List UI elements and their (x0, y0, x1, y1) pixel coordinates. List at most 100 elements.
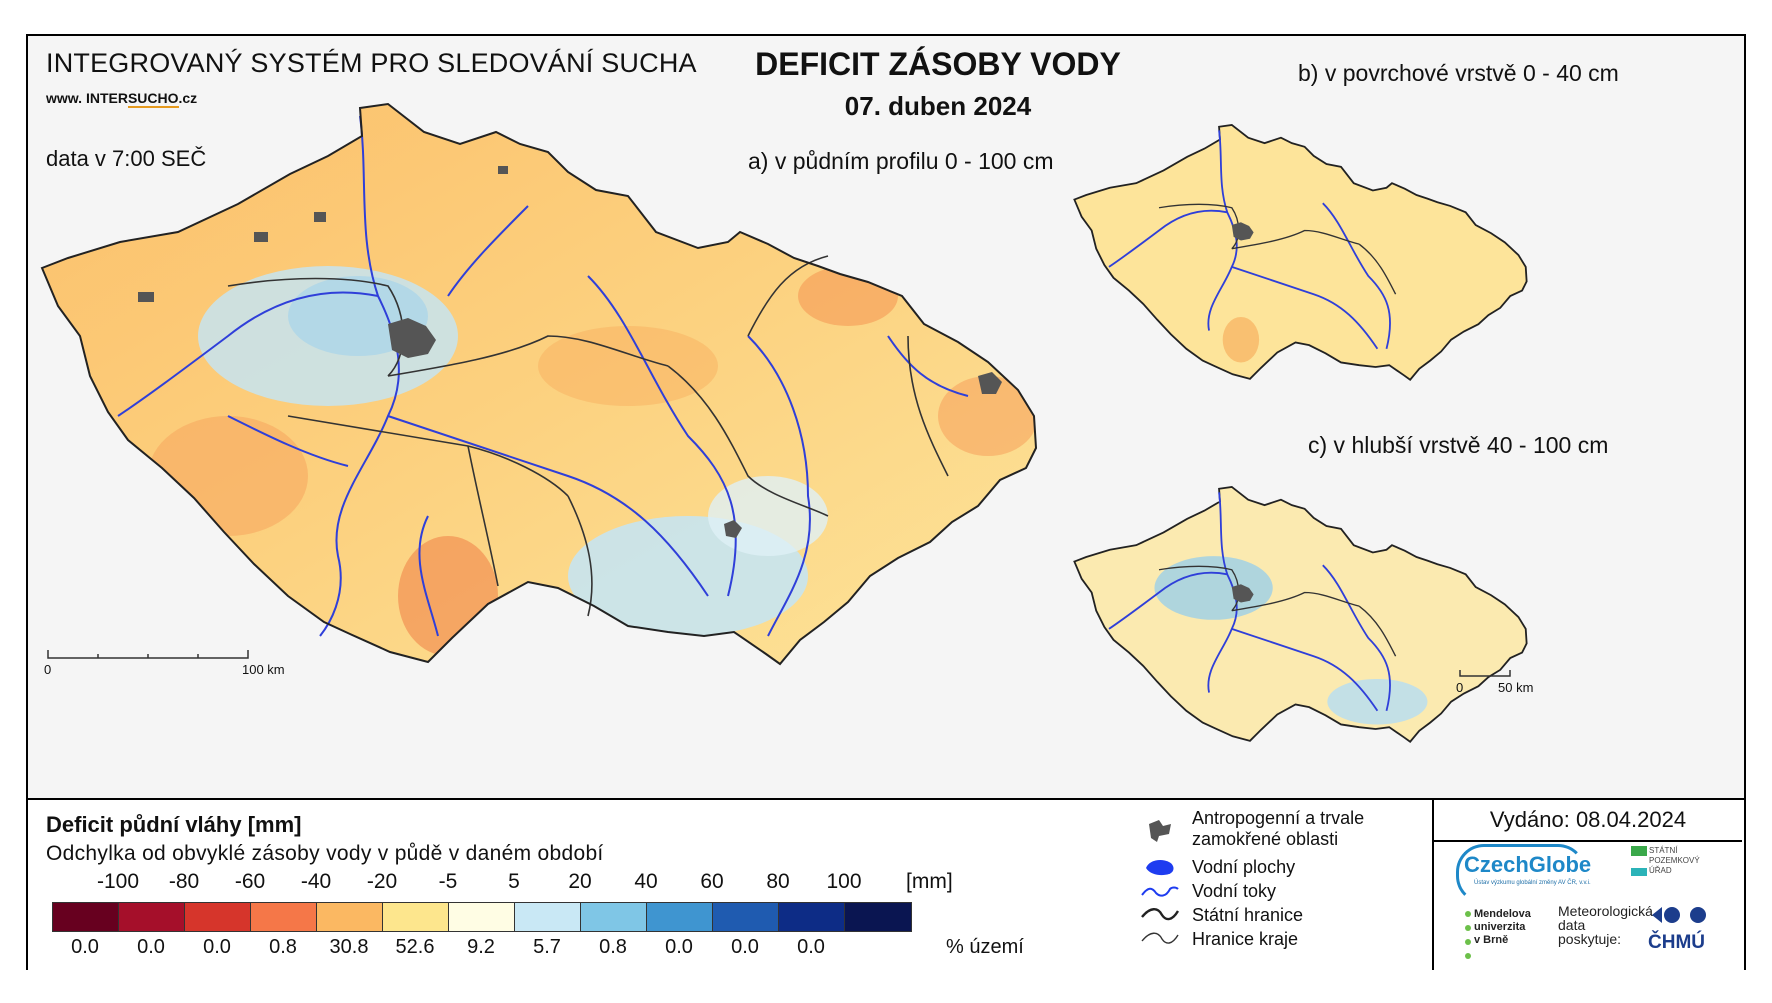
map-c (1073, 485, 1528, 743)
symbol-state-border: Státní hranice (1140, 902, 1303, 928)
mendel-line1: Mendelova (1474, 908, 1531, 920)
legend-percent: 0.0 (71, 936, 99, 958)
legend-percent: 0.8 (599, 936, 627, 958)
symbol-water-courses-label: Vodní toky (1192, 880, 1277, 901)
legend-tick: -80 (168, 870, 200, 893)
system-title: INTEGROVANÝ SYSTÉM PRO SLEDOVÁNÍ SUCHA (46, 48, 697, 78)
legend-percent: 0.0 (203, 936, 231, 958)
page-title: DEFICIT ZÁSOBY VODY (755, 46, 1121, 82)
map-a-rivers (117, 115, 969, 637)
mendel-line2: univerzita (1474, 921, 1526, 933)
website-prefix: www. (46, 90, 86, 106)
spu-logo-text: STÁTNÍ POZEMKOVÝ ÚŘAD (1649, 846, 1719, 876)
symbol-water-bodies: Vodní plochy (1140, 854, 1295, 880)
color-bar-swatch (185, 903, 251, 931)
scale-a-start: 0 (44, 662, 51, 677)
spu-line1: STÁTNÍ (1649, 846, 1678, 855)
symbol-region-border: Hranice kraje (1140, 926, 1298, 952)
color-bar-swatch (317, 903, 383, 931)
map-b-label: b) v povrchové vrstvě 0 - 40 cm (1298, 60, 1619, 86)
legend-tick: -20 (366, 870, 398, 893)
color-bar-swatch (53, 903, 119, 931)
map-area: INTEGROVANÝ SYSTÉM PRO SLEDOVÁNÍ SUCHA w… (28, 36, 1744, 796)
legend-percent: 52.6 (395, 936, 435, 958)
mendel-logo-icon (1465, 911, 1471, 959)
legend-tick: 60 (700, 870, 724, 893)
color-bar-swatch (779, 903, 845, 931)
color-bar-swatch (845, 903, 911, 931)
legend-subtitle: Odchylka od obvyklé zásoby vody v půdě v… (46, 842, 604, 865)
anthropogenic-area-icon (1140, 816, 1180, 842)
website-suffix: .cz (178, 90, 198, 106)
legend-percent: 0.0 (731, 936, 759, 958)
mendel-logo-text: Mendelova univerzita v Brně (1474, 908, 1531, 947)
czechglobe-logo-ring (1456, 844, 1586, 904)
symbol-region-border-label: Hranice kraje (1192, 928, 1299, 949)
color-bar-swatch (515, 903, 581, 931)
legend-tick: 5 (508, 870, 520, 893)
scale-c-start: 0 (1456, 680, 1463, 695)
legend-tick: -40 (300, 870, 332, 893)
chmu-logo: ČHMÚ (1648, 932, 1705, 953)
legend-percent: 0.8 (269, 936, 297, 958)
legend-percent: 0.0 (665, 936, 693, 958)
river-icon (1140, 878, 1180, 904)
map-a-anthropogenic (138, 166, 1002, 538)
symbol-water-bodies-label: Vodní plochy (1192, 856, 1296, 877)
mendel-line3: v Brně (1474, 934, 1509, 946)
website-sucho: SUCHO (127, 90, 179, 108)
chmu-logo-icon (1652, 907, 1706, 923)
map-a-svg: 0 100 km 0 50 km (40, 102, 1533, 743)
legend-tick: -100 (96, 870, 140, 893)
scale-c-end: 50 km (1498, 680, 1533, 695)
color-bar-swatch (251, 903, 317, 931)
website-link[interactable]: www. INTERSUCHO.cz (46, 90, 198, 108)
czechglobe-subtitle: Ústav výzkumu globální změny AV ČR, v.v.… (1474, 880, 1591, 886)
legend-tick: -60 (234, 870, 266, 893)
map-b (1073, 123, 1528, 381)
meteo-line2: data (1558, 917, 1586, 933)
map-frame: INTEGROVANÝ SYSTÉM PRO SLEDOVÁNÍ SUCHA w… (26, 34, 1746, 970)
czechglobe-logo: CzechGlobe (1464, 852, 1592, 877)
color-bar-swatch (449, 903, 515, 931)
legend-title: Deficit půdní vláhy [mm] (46, 812, 302, 837)
symbol-state-border-label: Státní hranice (1192, 904, 1304, 925)
scale-bar-c (1459, 670, 1511, 677)
color-bar-swatch (383, 903, 449, 931)
state-border-icon (1140, 902, 1180, 928)
region-border-icon (1140, 926, 1180, 952)
legend-unit-mm: [mm] (906, 870, 953, 893)
meteo-line1: Meteorologická (1558, 903, 1653, 919)
legend-percent: 0.0 (137, 936, 165, 958)
scale-bar-a (47, 650, 249, 659)
color-bar-swatch (119, 903, 185, 931)
symbol-anthropogenic-line1: Antropogenní a trvale (1192, 808, 1365, 828)
symbol-anthropogenic: Antropogenní a trvale zamokřené oblasti (1140, 808, 1364, 850)
water-body-icon (1140, 854, 1180, 880)
map-a-fill (42, 104, 1036, 664)
website-inter: INTER (85, 90, 128, 106)
color-bar-swatch (647, 903, 713, 931)
map-a-label: a) v půdním profilu 0 - 100 cm (748, 148, 1054, 174)
legend-percent: 0.0 (797, 936, 825, 958)
symbol-anthropogenic-line2: zamokřené oblasti (1192, 829, 1339, 849)
issued-date: Vydáno: 08.04.2024 (1434, 800, 1742, 842)
legend-tick: 20 (568, 870, 592, 893)
map-a-border (40, 102, 1038, 666)
scale-a-end: 100 km (242, 662, 285, 677)
spu-logo-icon (1631, 846, 1647, 876)
page-date: 07. duben 2024 (844, 91, 1032, 121)
legend-tick: 100 (826, 870, 862, 893)
color-bar-swatch (581, 903, 647, 931)
meteo-provider-text: Meteorologická data poskytuje: (1558, 904, 1653, 946)
issuer-box: Vydáno: 08.04.2024 CzechGlobe Ústav výzk… (1432, 800, 1744, 970)
spu-line2: POZEMKOVÝ (1649, 856, 1700, 865)
meteo-line3: poskytuje: (1558, 931, 1622, 947)
symbol-water-courses: Vodní toky (1140, 878, 1276, 904)
data-time: data v 7:00 SEČ (46, 146, 207, 171)
legend-percent: 30.8 (329, 936, 369, 958)
legend-percent: 9.2 (467, 936, 495, 958)
color-bar-swatch (713, 903, 779, 931)
color-bar (52, 902, 912, 932)
legend-tick: -5 (438, 870, 458, 893)
